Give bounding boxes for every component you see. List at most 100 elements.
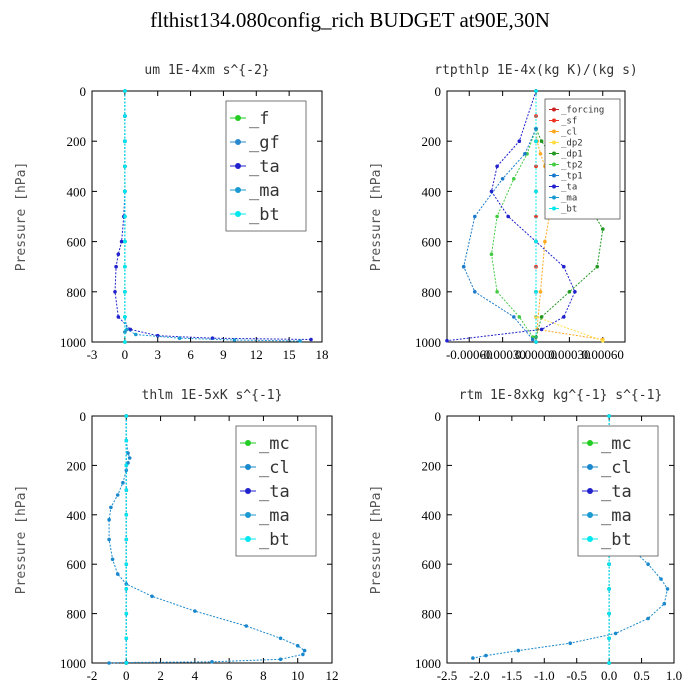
data-point — [613, 631, 618, 636]
data-point — [278, 636, 283, 641]
legend-label: _bt — [249, 205, 280, 225]
y-tick-label: 200 — [67, 458, 87, 473]
y-tick-label: 0 — [80, 409, 87, 424]
data-point — [109, 505, 113, 510]
data-point — [659, 577, 663, 581]
legend-label: _mc — [259, 434, 290, 454]
y-tick-label: 200 — [422, 458, 442, 473]
plot-frame — [91, 90, 323, 343]
x-tick-label: 12 — [250, 347, 263, 362]
x-tick-label: -2.5 — [437, 668, 458, 683]
legend-label: _ma — [259, 506, 290, 526]
data-point — [534, 290, 538, 294]
data-point — [512, 177, 516, 181]
data-point — [539, 139, 544, 143]
x-tick-label: 10 — [291, 668, 304, 683]
legend-marker — [587, 536, 593, 542]
panel-title: rtm 1E-8xkg kg^{-1} s^{-1} — [459, 388, 663, 403]
data-point — [124, 562, 129, 566]
data-point — [123, 164, 127, 169]
data-point — [123, 290, 127, 294]
data-point — [607, 587, 611, 591]
data-point — [534, 139, 538, 143]
y-axis-label: Pressure [hPa] — [14, 485, 29, 595]
data-point — [124, 438, 129, 443]
data-point — [113, 290, 117, 294]
legend-marker — [587, 512, 593, 518]
data-point — [646, 562, 650, 566]
y-axis-label: Pressure [hPa] — [369, 162, 384, 272]
legend-marker — [552, 195, 556, 200]
legend-label: _bt — [601, 530, 632, 550]
legend-marker — [587, 488, 593, 494]
data-point — [123, 214, 127, 219]
data-point — [512, 315, 516, 319]
series-line — [114, 91, 312, 340]
legend-label: _sf — [561, 117, 577, 127]
data-point — [607, 636, 611, 641]
data-point — [115, 493, 120, 497]
legend-marker — [245, 536, 251, 542]
y-axis-label: Pressure [hPa] — [369, 485, 384, 595]
y-tick-label: 200 — [422, 134, 442, 149]
data-point — [116, 252, 121, 256]
legend-marker — [245, 464, 251, 470]
y-tick-label: 600 — [422, 557, 442, 572]
data-point — [473, 214, 477, 219]
y-tick-label: 800 — [422, 285, 442, 300]
data-point — [538, 290, 543, 294]
legend-label: _tp2 — [561, 161, 583, 171]
y-tick-label: 400 — [422, 184, 442, 199]
x-tick-label: 2 — [157, 668, 164, 683]
data-point — [124, 463, 129, 468]
y-tick-label: 400 — [67, 508, 87, 523]
x-tick-label: 0 — [122, 347, 129, 362]
data-point — [123, 239, 127, 244]
data-point — [107, 661, 111, 665]
y-tick-label: 600 — [67, 235, 87, 250]
x-tick-label: 0.00000 — [515, 347, 557, 362]
y-tick-label: 800 — [422, 607, 442, 622]
data-point — [126, 451, 130, 455]
data-point — [607, 611, 611, 616]
x-tick-label: 8 — [260, 668, 267, 683]
panel-3: thlm 1E-5xK s^{-1} Pressure [hPa] 0 200 400 6… — [14, 388, 339, 683]
legend-label: _cl — [601, 458, 632, 478]
panel-2: rtpthlp 1E-4x(kg K)/(kg s) Pressure [hPa]… — [369, 63, 638, 362]
data-point — [134, 332, 138, 337]
data-point — [517, 315, 522, 319]
y-tick-label: 800 — [67, 607, 87, 622]
data-point — [517, 139, 522, 143]
data-point — [123, 89, 127, 93]
data-point — [210, 660, 214, 664]
panel-title: rtpthlp 1E-4x(kg K)/(kg s) — [434, 63, 638, 78]
data-point — [495, 214, 499, 219]
y-axis-label: Pressure [hPa] — [14, 162, 29, 272]
y-tick-label: 1000 — [60, 335, 86, 350]
legend-label: _ta — [249, 157, 280, 177]
legend: _f _gf _ta _ma _bt — [225, 100, 307, 232]
y-tick-label: 0 — [435, 409, 442, 424]
data-point — [123, 315, 127, 319]
x-tick-label: -2.0 — [469, 668, 490, 683]
data-point — [665, 587, 670, 591]
legend: _forcing_sf_cl_dp2_dp1_tp2_tp1_ta_ma_bt — [544, 98, 621, 220]
y-tick-label: 1000 — [415, 335, 441, 350]
figure-title: flthist134.080config_rich BUDGET at90E,3… — [150, 8, 550, 32]
data-point — [123, 330, 127, 334]
legend-marker — [245, 440, 251, 446]
x-tick-label: 0 — [123, 668, 130, 683]
x-tick-label: 12 — [326, 668, 339, 683]
legend-label: _ta — [259, 482, 290, 502]
x-tick-label: 3 — [154, 347, 161, 362]
legend-marker — [552, 173, 556, 178]
data-point — [124, 414, 129, 418]
legend-label: _mc — [601, 434, 632, 454]
data-point — [662, 601, 667, 606]
legend-label: _dp2 — [561, 139, 583, 149]
y-tick-label: 0 — [80, 84, 87, 99]
legend-label: _ma — [561, 194, 577, 204]
data-point — [562, 315, 566, 319]
legend-label: _cl — [259, 458, 290, 478]
